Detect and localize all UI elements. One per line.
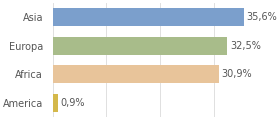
Bar xyxy=(53,94,58,112)
Bar xyxy=(53,65,219,83)
Text: 32,5%: 32,5% xyxy=(230,41,261,51)
Text: 0,9%: 0,9% xyxy=(60,98,85,108)
Bar xyxy=(53,37,227,55)
Bar xyxy=(53,8,244,26)
Text: 30,9%: 30,9% xyxy=(221,69,252,79)
Text: 35,6%: 35,6% xyxy=(247,12,277,22)
